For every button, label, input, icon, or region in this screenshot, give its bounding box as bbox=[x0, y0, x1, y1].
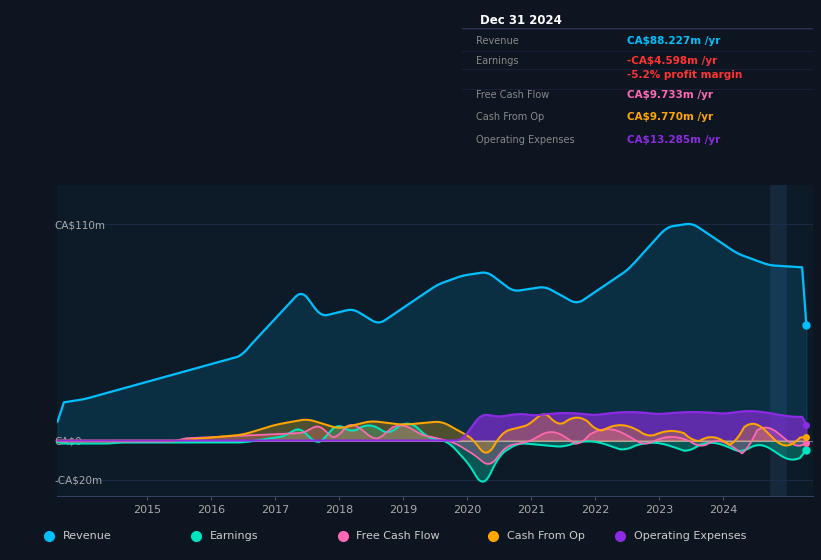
Text: Cash From Op: Cash From Op bbox=[507, 531, 585, 541]
Text: Cash From Op: Cash From Op bbox=[476, 112, 544, 122]
Text: Free Cash Flow: Free Cash Flow bbox=[356, 531, 440, 541]
Text: -CA$4.598m /yr: -CA$4.598m /yr bbox=[627, 55, 718, 66]
Text: Operating Expenses: Operating Expenses bbox=[476, 135, 575, 145]
Text: CA$9.770m /yr: CA$9.770m /yr bbox=[627, 112, 713, 122]
Text: Free Cash Flow: Free Cash Flow bbox=[476, 90, 549, 100]
Text: CA$88.227m /yr: CA$88.227m /yr bbox=[627, 36, 720, 46]
Text: Revenue: Revenue bbox=[476, 36, 519, 46]
Text: Earnings: Earnings bbox=[210, 531, 259, 541]
Text: Operating Expenses: Operating Expenses bbox=[635, 531, 746, 541]
Text: Dec 31 2024: Dec 31 2024 bbox=[479, 15, 562, 27]
Text: Earnings: Earnings bbox=[476, 55, 519, 66]
Text: CA$9.733m /yr: CA$9.733m /yr bbox=[627, 90, 713, 100]
Text: CA$13.285m /yr: CA$13.285m /yr bbox=[627, 135, 720, 145]
Text: Revenue: Revenue bbox=[63, 531, 112, 541]
Text: -5.2% profit margin: -5.2% profit margin bbox=[627, 71, 742, 81]
